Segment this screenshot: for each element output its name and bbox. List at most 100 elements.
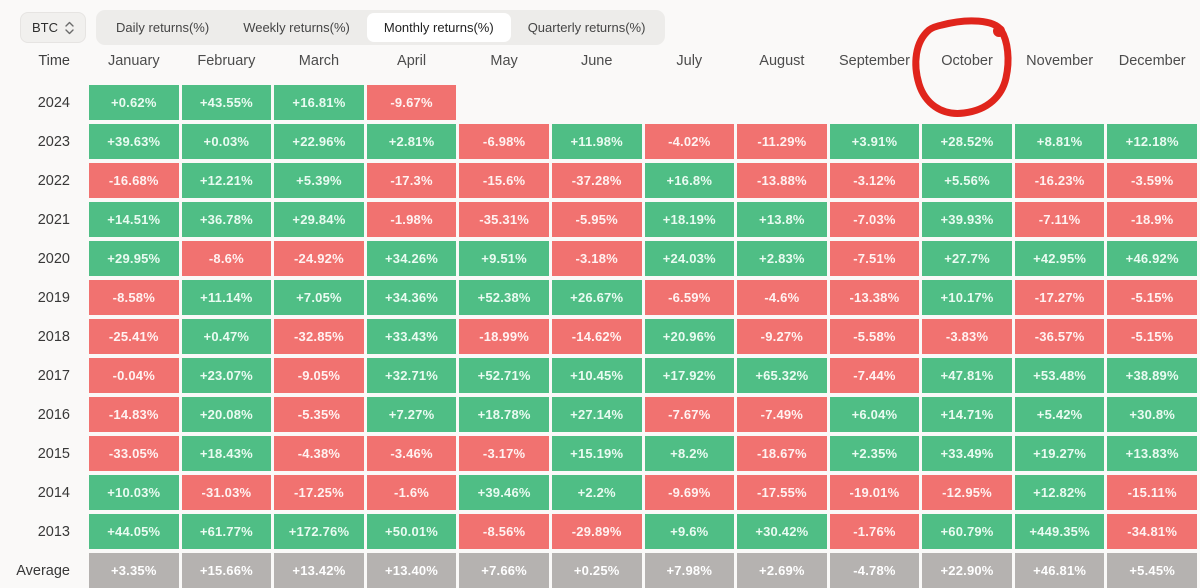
return-cell: -37.28% — [551, 163, 642, 198]
empty-cell — [737, 85, 827, 120]
return-cell: +30.42% — [737, 514, 827, 549]
return-cell: +39.93% — [922, 202, 1012, 237]
tab-monthly-returns[interactable]: Monthly returns(%) — [366, 13, 511, 42]
return-cell: +172.76% — [274, 514, 364, 549]
column-header-june: June — [580, 53, 613, 69]
empty-cell — [1107, 85, 1197, 120]
return-cell: +14.51% — [89, 202, 179, 237]
return-cell: +12.21% — [181, 163, 272, 198]
return-cell: +7.66% — [459, 553, 549, 588]
column-header-september: September — [838, 53, 910, 69]
tab-group: Daily returns(%) Weekly returns(%) Monthly… — [96, 10, 666, 45]
row-label-2020: 2020 — [37, 250, 70, 267]
return-cell: +0.25% — [551, 553, 642, 588]
return-cell: +8.81% — [1014, 124, 1105, 159]
return-cell: -5.35% — [274, 397, 364, 432]
return-cell: -7.03% — [829, 202, 920, 237]
return-cell: +52.38% — [459, 280, 549, 315]
return-cell: +46.92% — [1107, 241, 1197, 276]
return-cell: +43.55% — [181, 85, 272, 120]
return-cell: +61.77% — [181, 514, 272, 549]
return-cell: -5.15% — [1107, 319, 1197, 354]
return-cell: -0.04% — [89, 358, 179, 393]
return-cell: -34.81% — [1107, 514, 1197, 549]
return-cell: -3.17% — [459, 436, 549, 471]
return-cell: -1.76% — [829, 514, 920, 549]
return-cell: +2.69% — [737, 553, 827, 588]
return-cell: +0.47% — [181, 319, 272, 354]
return-cell: +60.79% — [922, 514, 1012, 549]
return-cell: -18.99% — [459, 319, 549, 354]
return-cell: +28.52% — [922, 124, 1012, 159]
return-cell: +10.45% — [551, 358, 642, 393]
return-cell: +24.03% — [644, 241, 735, 276]
return-cell: -4.38% — [274, 436, 364, 471]
return-cell: +39.46% — [459, 475, 549, 510]
return-cell: -5.58% — [829, 319, 920, 354]
column-header-july: July — [676, 53, 703, 69]
return-cell: -18.67% — [737, 436, 827, 471]
return-cell: +12.82% — [1014, 475, 1105, 510]
return-cell: +16.81% — [274, 85, 364, 120]
return-cell: -6.98% — [459, 124, 549, 159]
tab-weekly-returns[interactable]: Weekly returns(%) — [243, 20, 350, 35]
return-cell: +47.81% — [922, 358, 1012, 393]
return-cell: +449.35% — [1014, 514, 1105, 549]
return-cell: -15.11% — [1107, 475, 1197, 510]
return-cell: +12.18% — [1107, 124, 1197, 159]
asset-label: BTC — [32, 20, 58, 35]
return-cell: -4.02% — [644, 124, 735, 159]
return-cell: +2.2% — [551, 475, 642, 510]
column-header-may: May — [490, 53, 518, 69]
column-header-october: October — [941, 53, 993, 69]
empty-cell — [830, 85, 920, 120]
return-cell: +30.8% — [1107, 397, 1197, 432]
return-cell: +13.42% — [274, 553, 364, 588]
tab-daily-returns[interactable]: Daily returns(%) — [116, 20, 210, 35]
tab-quarterly-returns[interactable]: Quarterly returns(%) — [527, 20, 646, 35]
return-cell: -6.59% — [644, 280, 735, 315]
return-cell: +2.35% — [829, 436, 920, 471]
row-label-2019: 2019 — [37, 289, 70, 306]
return-cell: +11.98% — [551, 124, 642, 159]
return-cell: +15.66% — [181, 553, 272, 588]
return-cell: -9.05% — [274, 358, 364, 393]
return-cell: +42.95% — [1014, 241, 1105, 276]
return-cell: +34.26% — [366, 241, 457, 276]
row-label-average: Average — [16, 562, 70, 579]
return-cell: +16.8% — [644, 163, 735, 198]
row-label-2015: 2015 — [37, 445, 70, 462]
return-cell: +2.83% — [737, 241, 827, 276]
sort-toggle-icon — [65, 21, 74, 34]
return-cell: +19.27% — [1014, 436, 1105, 471]
return-cell: +8.2% — [644, 436, 735, 471]
return-cell: +11.14% — [181, 280, 272, 315]
return-cell: +46.81% — [1014, 553, 1105, 588]
return-cell: +13.8% — [737, 202, 827, 237]
return-cell: +29.95% — [89, 241, 179, 276]
return-cell: +7.05% — [274, 280, 364, 315]
column-header-november: November — [1026, 53, 1094, 69]
return-cell: -15.6% — [459, 163, 549, 198]
return-cell: +7.27% — [366, 397, 457, 432]
return-cell: -7.11% — [1014, 202, 1105, 237]
asset-selector-button[interactable]: BTC — [20, 12, 86, 43]
return-cell: -11.29% — [737, 124, 827, 159]
return-cell: +6.04% — [829, 397, 920, 432]
return-cell: +7.98% — [644, 553, 735, 588]
return-cell: -14.62% — [551, 319, 642, 354]
return-cell: -32.85% — [274, 319, 364, 354]
return-cell: +27.7% — [922, 241, 1012, 276]
return-cell: +38.89% — [1107, 358, 1197, 393]
return-cell: +15.19% — [551, 436, 642, 471]
return-cell: -7.51% — [829, 241, 920, 276]
column-header-december: December — [1118, 53, 1186, 69]
return-cell: -17.55% — [737, 475, 827, 510]
return-cell: -12.95% — [922, 475, 1012, 510]
column-header-january: January — [107, 53, 160, 69]
return-cell: +9.51% — [459, 241, 549, 276]
row-label-2024: 2024 — [37, 94, 70, 111]
return-cell: -8.56% — [459, 514, 549, 549]
return-cell: +9.6% — [644, 514, 735, 549]
return-cell: -16.23% — [1014, 163, 1105, 198]
